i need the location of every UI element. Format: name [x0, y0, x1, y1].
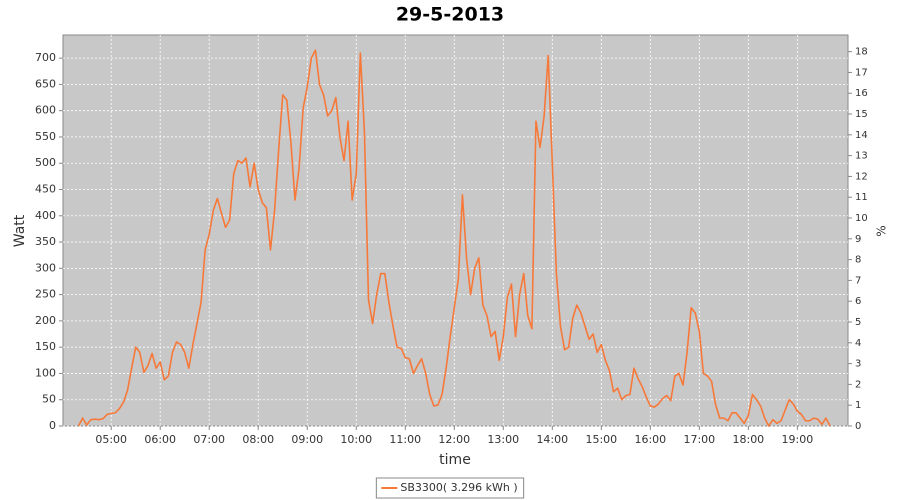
y-tick-label: 300 — [35, 261, 56, 274]
chart-title: 29-5-2013 — [396, 4, 504, 26]
legend-box — [375, 477, 525, 499]
y2-tick-label: 5 — [855, 317, 861, 328]
y2-tick-label: 10 — [855, 213, 868, 224]
x-tick-label: 11:00 — [389, 433, 421, 446]
y-tick-label: 200 — [35, 314, 56, 327]
y2-tick-label: 6 — [855, 296, 861, 307]
x-tick-label: 07:00 — [193, 433, 225, 446]
y-tick-label: 250 — [35, 288, 56, 301]
y2-tick-label: 9 — [855, 234, 861, 245]
y-axis-label: Watt — [12, 214, 28, 247]
y2-tick-label: 2 — [855, 379, 861, 390]
plot-area — [62, 34, 849, 427]
y-tick-label: 550 — [35, 130, 56, 143]
x-tick-label: 08:00 — [242, 433, 274, 446]
y-tick-label: 350 — [35, 235, 56, 248]
x-tick-label: 17:00 — [683, 433, 715, 446]
x-tick-label: 16:00 — [634, 433, 666, 446]
y-tick-label: 450 — [35, 183, 56, 196]
y-tick-label: 650 — [35, 77, 56, 90]
y2-tick-label: 7 — [855, 275, 861, 286]
y-tick-label: 500 — [35, 156, 56, 169]
y2-tick-label: 11 — [855, 192, 868, 203]
y-tick-label: 150 — [35, 340, 56, 353]
legend-label: SB3300( 3.296 kWh ) — [400, 481, 517, 494]
y-tick-label: 600 — [35, 104, 56, 117]
y2-tick-label: 17 — [855, 67, 868, 78]
x-tick-label: 15:00 — [585, 433, 617, 446]
y2-tick-label: 0 — [855, 421, 861, 432]
y2-tick-label: 13 — [855, 151, 868, 162]
y-tick-label: 400 — [35, 209, 56, 222]
x-tick-label: 10:00 — [340, 433, 372, 446]
y-tick-label: 700 — [35, 51, 56, 64]
x-tick-label: 06:00 — [144, 433, 176, 446]
y2-tick-label: 15 — [855, 109, 868, 120]
series-line — [77, 49, 831, 427]
x-tick-label: 12:00 — [438, 433, 470, 446]
y2-tick-label: 1 — [855, 400, 861, 411]
y2-tick-label: 12 — [855, 171, 868, 182]
y2-axis-label: % — [875, 225, 889, 236]
x-tick-label: 09:00 — [291, 433, 323, 446]
y-tick-label: 100 — [35, 366, 56, 379]
x-tick-label: 19:00 — [782, 433, 814, 446]
x-tick-label: 13:00 — [487, 433, 519, 446]
y2-tick-label: 3 — [855, 359, 861, 370]
x-axis-label: time — [439, 452, 471, 468]
y2-tick-label: 16 — [855, 88, 868, 99]
y2-tick-label: 14 — [855, 130, 868, 141]
x-tick-label: 05:00 — [95, 433, 127, 446]
y-tick-label: 0 — [49, 419, 56, 432]
y2-tick-label: 4 — [855, 338, 861, 349]
y2-tick-label: 8 — [855, 255, 861, 266]
x-tick-label: 18:00 — [732, 433, 764, 446]
y2-tick-label: 18 — [855, 47, 868, 58]
y-tick-label: 50 — [42, 393, 56, 406]
x-tick-label: 14:00 — [536, 433, 568, 446]
